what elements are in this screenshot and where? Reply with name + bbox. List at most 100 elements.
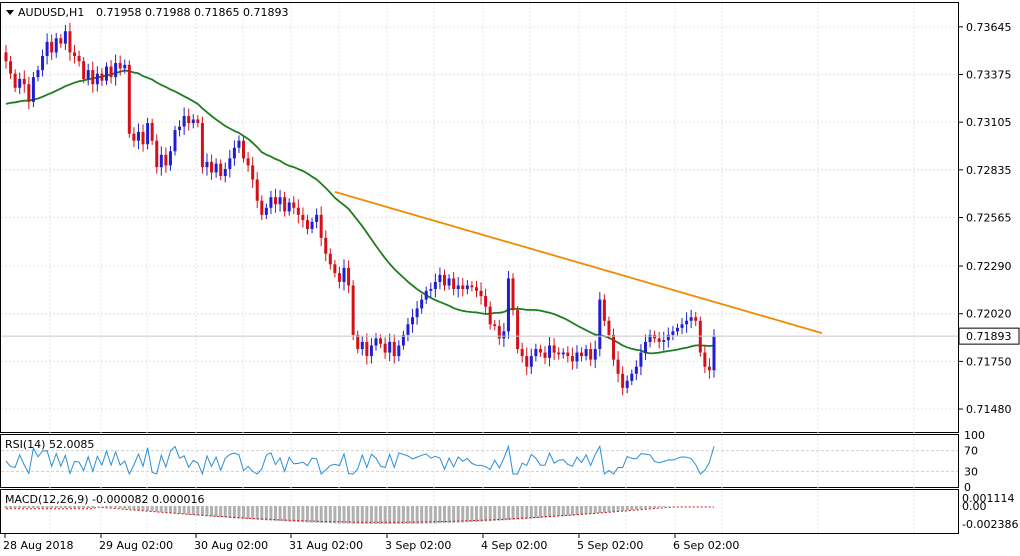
candle xyxy=(196,115,200,128)
candle-body xyxy=(438,274,442,282)
moving-average-layer xyxy=(5,69,715,355)
candle-body xyxy=(278,197,282,205)
candle-body xyxy=(9,61,13,74)
ohlc-values: 0.71958 0.71988 0.71865 0.71893 xyxy=(96,6,288,19)
candle-body xyxy=(429,289,433,291)
candle xyxy=(310,217,314,234)
candle xyxy=(465,280,469,295)
candle-body xyxy=(210,161,214,173)
candle-body xyxy=(232,147,236,159)
time-tick-label: 31 Aug 02:00 xyxy=(289,539,363,552)
price-tick-label: 0.71750 xyxy=(966,355,1012,368)
candle-body xyxy=(602,299,606,321)
candle-body xyxy=(146,123,150,145)
candle xyxy=(575,345,579,369)
candle-body xyxy=(27,84,31,102)
macd-panel-frame xyxy=(0,489,959,534)
candle xyxy=(470,281,474,292)
candle xyxy=(474,280,478,298)
candle xyxy=(561,348,565,359)
candle-body xyxy=(589,349,593,360)
candle xyxy=(18,72,22,95)
candle-body xyxy=(557,352,561,355)
candle xyxy=(54,33,58,58)
candle xyxy=(630,369,634,386)
candle-body xyxy=(360,341,364,350)
candle xyxy=(91,61,95,93)
rsi-line xyxy=(5,444,715,476)
macd-tick-label: 0.001114 xyxy=(962,492,1015,505)
candle-body xyxy=(443,274,447,286)
candle-body xyxy=(242,140,246,159)
candle-body xyxy=(365,341,369,357)
candle-body xyxy=(685,320,689,325)
candle xyxy=(246,152,250,172)
price-tick-label: 0.73645 xyxy=(966,21,1012,34)
candle xyxy=(356,330,360,354)
candle xyxy=(671,326,675,341)
candles-layer xyxy=(4,22,716,396)
candle xyxy=(648,329,652,348)
candle xyxy=(260,195,264,221)
candle-body xyxy=(351,285,355,335)
candle xyxy=(287,198,291,216)
candle xyxy=(401,330,405,350)
candle xyxy=(146,117,150,150)
candle xyxy=(580,347,584,362)
candle-body xyxy=(95,73,99,85)
candle-body xyxy=(680,324,684,328)
candle xyxy=(511,273,515,316)
dropdown-triangle-icon[interactable] xyxy=(6,10,14,15)
time-tick-label: 30 Aug 02:00 xyxy=(194,539,268,552)
candle-body xyxy=(525,356,529,367)
candle xyxy=(484,288,488,315)
candle xyxy=(534,343,538,362)
candle xyxy=(415,301,419,325)
candle-body xyxy=(205,161,209,168)
candle xyxy=(45,33,49,65)
candle xyxy=(168,146,172,171)
candle xyxy=(114,54,118,86)
candle-body xyxy=(452,278,456,289)
candle xyxy=(662,331,666,351)
candle xyxy=(82,57,86,84)
candle-body xyxy=(168,151,172,166)
candle xyxy=(443,269,447,291)
candle-body xyxy=(214,163,218,173)
candle xyxy=(365,333,369,365)
candle xyxy=(347,260,351,293)
candle-body xyxy=(433,281,437,289)
candle xyxy=(223,162,227,183)
candle xyxy=(237,135,241,154)
candle xyxy=(429,282,433,298)
candle-body xyxy=(337,273,341,282)
candle xyxy=(643,334,647,360)
candle xyxy=(68,22,72,61)
candle-body xyxy=(698,320,702,353)
candle xyxy=(342,259,346,291)
candle xyxy=(602,294,606,327)
candle-body xyxy=(502,331,506,339)
candle xyxy=(634,360,638,381)
time-tick-label: 29 Aug 02:00 xyxy=(99,539,173,552)
rsi-header: RSI(14) 52.0085 xyxy=(5,438,94,451)
candle xyxy=(187,108,191,131)
candle xyxy=(566,346,570,363)
candle xyxy=(123,59,127,74)
candle xyxy=(529,348,533,375)
candle-body xyxy=(77,55,81,62)
candle-body xyxy=(82,61,86,79)
candle-body xyxy=(420,299,424,309)
candle-body xyxy=(219,163,223,177)
candle xyxy=(100,68,104,86)
candle-body xyxy=(456,285,460,289)
candle xyxy=(543,346,547,365)
candle xyxy=(36,65,40,82)
candle-body xyxy=(246,158,250,166)
candle-body xyxy=(287,202,291,212)
candle xyxy=(589,342,593,366)
rsi-layer: 100 70 30 0 xyxy=(1,429,985,494)
candle-body xyxy=(392,341,396,357)
candle xyxy=(456,276,460,298)
